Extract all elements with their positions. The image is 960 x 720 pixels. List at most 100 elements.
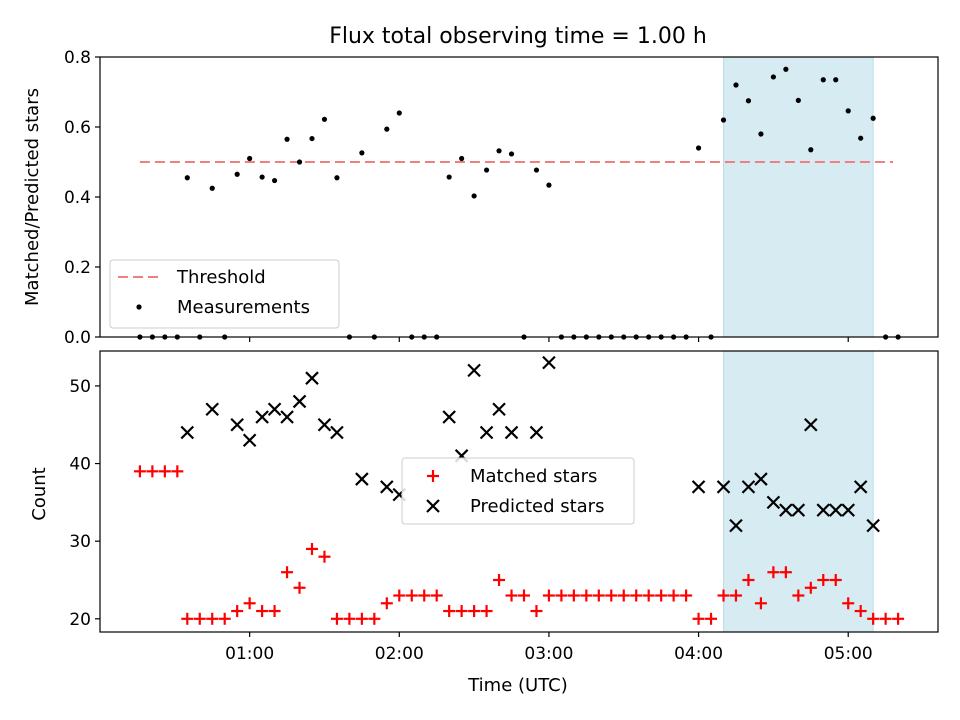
predicted-star-point xyxy=(691,480,706,494)
measurement-point xyxy=(496,148,502,154)
matched-star-point xyxy=(243,597,256,610)
predicted-star-point xyxy=(716,480,731,494)
predicted-star-point xyxy=(267,402,282,416)
matched-star-point xyxy=(580,589,593,602)
predicted-star-point xyxy=(180,425,195,440)
predicted-star-point xyxy=(330,425,344,440)
predicted-star-point xyxy=(816,503,831,517)
predicted-star-point xyxy=(355,472,369,486)
x-tick-label: 01:00 xyxy=(225,644,274,664)
matched-star-point xyxy=(567,589,580,602)
matched-star-point xyxy=(318,550,331,563)
bottom-x-ticks: 01:00 02:00 03:00 04:00 05:00 xyxy=(225,632,873,664)
y-tick-label: 30 xyxy=(69,532,91,552)
predicted-star-point xyxy=(529,425,544,440)
matched-star-point xyxy=(842,597,855,610)
matched-star-point xyxy=(193,612,206,625)
matched-star-point xyxy=(133,465,146,478)
measurement-point xyxy=(334,175,340,181)
measurement-point xyxy=(396,110,402,116)
bottom-y-ticks: 20 30 40 50 xyxy=(69,377,100,630)
measurement-point xyxy=(483,167,490,173)
measurement-point xyxy=(745,98,752,104)
matched-star-point xyxy=(158,465,171,478)
matched-star-point xyxy=(480,605,493,618)
bottom-legend: Matched stars Predicted stars xyxy=(401,457,635,525)
measurement-point xyxy=(446,174,452,180)
matched-star-point xyxy=(642,589,655,602)
matched-star-point xyxy=(605,589,618,602)
matched-star-point xyxy=(729,589,742,602)
measurement-point xyxy=(184,175,190,181)
measurement-point xyxy=(209,185,215,191)
matched-star-point xyxy=(817,573,830,586)
predicted-star-point xyxy=(292,394,307,409)
matched-star-point xyxy=(368,612,381,625)
bottom-axes-frame xyxy=(99,350,939,633)
matched-star-point xyxy=(754,597,767,610)
top-legend-box xyxy=(109,259,340,329)
y-tick-label: 40 xyxy=(69,455,91,475)
predicted-star-point xyxy=(280,410,294,424)
predicted-star-point xyxy=(230,417,244,432)
matched-star-point xyxy=(355,612,368,625)
matched-star-point xyxy=(630,589,643,602)
matched-star-point xyxy=(667,589,680,602)
measurement-point xyxy=(795,97,801,103)
legend-threshold-label: Threshold xyxy=(176,267,266,288)
predicted-star-point xyxy=(741,480,756,494)
matched-star-point xyxy=(430,589,443,602)
measurement-point xyxy=(271,177,278,184)
predicted-star-point xyxy=(255,410,269,424)
predicted-star-point xyxy=(305,371,319,385)
y-tick-label: 0.0 xyxy=(64,328,91,348)
predicted-star-point xyxy=(729,518,743,533)
measurement-point xyxy=(695,145,702,151)
measurement-point xyxy=(820,77,826,83)
measurement-point xyxy=(783,66,789,72)
y-tick-label: 0.4 xyxy=(64,188,91,208)
measurement-point xyxy=(471,193,477,199)
matched-star-point xyxy=(767,566,780,579)
x-tick-label: 03:00 xyxy=(524,644,573,664)
predicted-star-point xyxy=(853,480,868,494)
predicted-star-point xyxy=(205,402,220,416)
matched-star-point xyxy=(542,589,555,602)
matched-star-point xyxy=(517,589,530,602)
predicted-star-point xyxy=(442,410,456,424)
measurement-point xyxy=(296,159,303,165)
measurement-point xyxy=(808,147,814,153)
bottom-legend-box xyxy=(401,457,635,525)
y-tick-label: 20 xyxy=(69,610,91,630)
predicted-star-point xyxy=(479,425,494,440)
predicted-star-point xyxy=(804,417,818,432)
bottom-y-axis-label: Count xyxy=(29,467,50,520)
x-tick-label: 02:00 xyxy=(375,644,424,664)
matched-star-point xyxy=(218,612,231,625)
matched-star-point xyxy=(206,612,219,625)
matched-star-point xyxy=(779,566,792,579)
matched-star-point xyxy=(393,589,406,602)
measurement-point xyxy=(259,174,265,180)
measurement-point xyxy=(770,74,776,80)
matched-star-point xyxy=(692,612,705,625)
legend-matched-swatch xyxy=(427,470,439,482)
matched-star-point xyxy=(268,605,281,618)
matched-star-point xyxy=(792,589,805,602)
top-x-ticks xyxy=(249,337,849,342)
measurement-point xyxy=(870,115,876,121)
measurement-point xyxy=(234,171,240,177)
predicted-star-point xyxy=(492,402,506,416)
measurement-point xyxy=(321,116,328,122)
top-legend: Threshold Measurements xyxy=(109,259,340,329)
legend-matched-label: Matched stars xyxy=(470,466,597,487)
predicted-star-point xyxy=(766,495,781,510)
measurement-point xyxy=(284,136,290,142)
matched-star-point xyxy=(293,581,306,594)
measurement-point xyxy=(845,108,851,114)
matched-star-point xyxy=(717,589,730,602)
matched-star-point xyxy=(592,589,605,602)
matched-star-point xyxy=(343,612,356,625)
x-tick-label: 04:00 xyxy=(674,644,723,664)
